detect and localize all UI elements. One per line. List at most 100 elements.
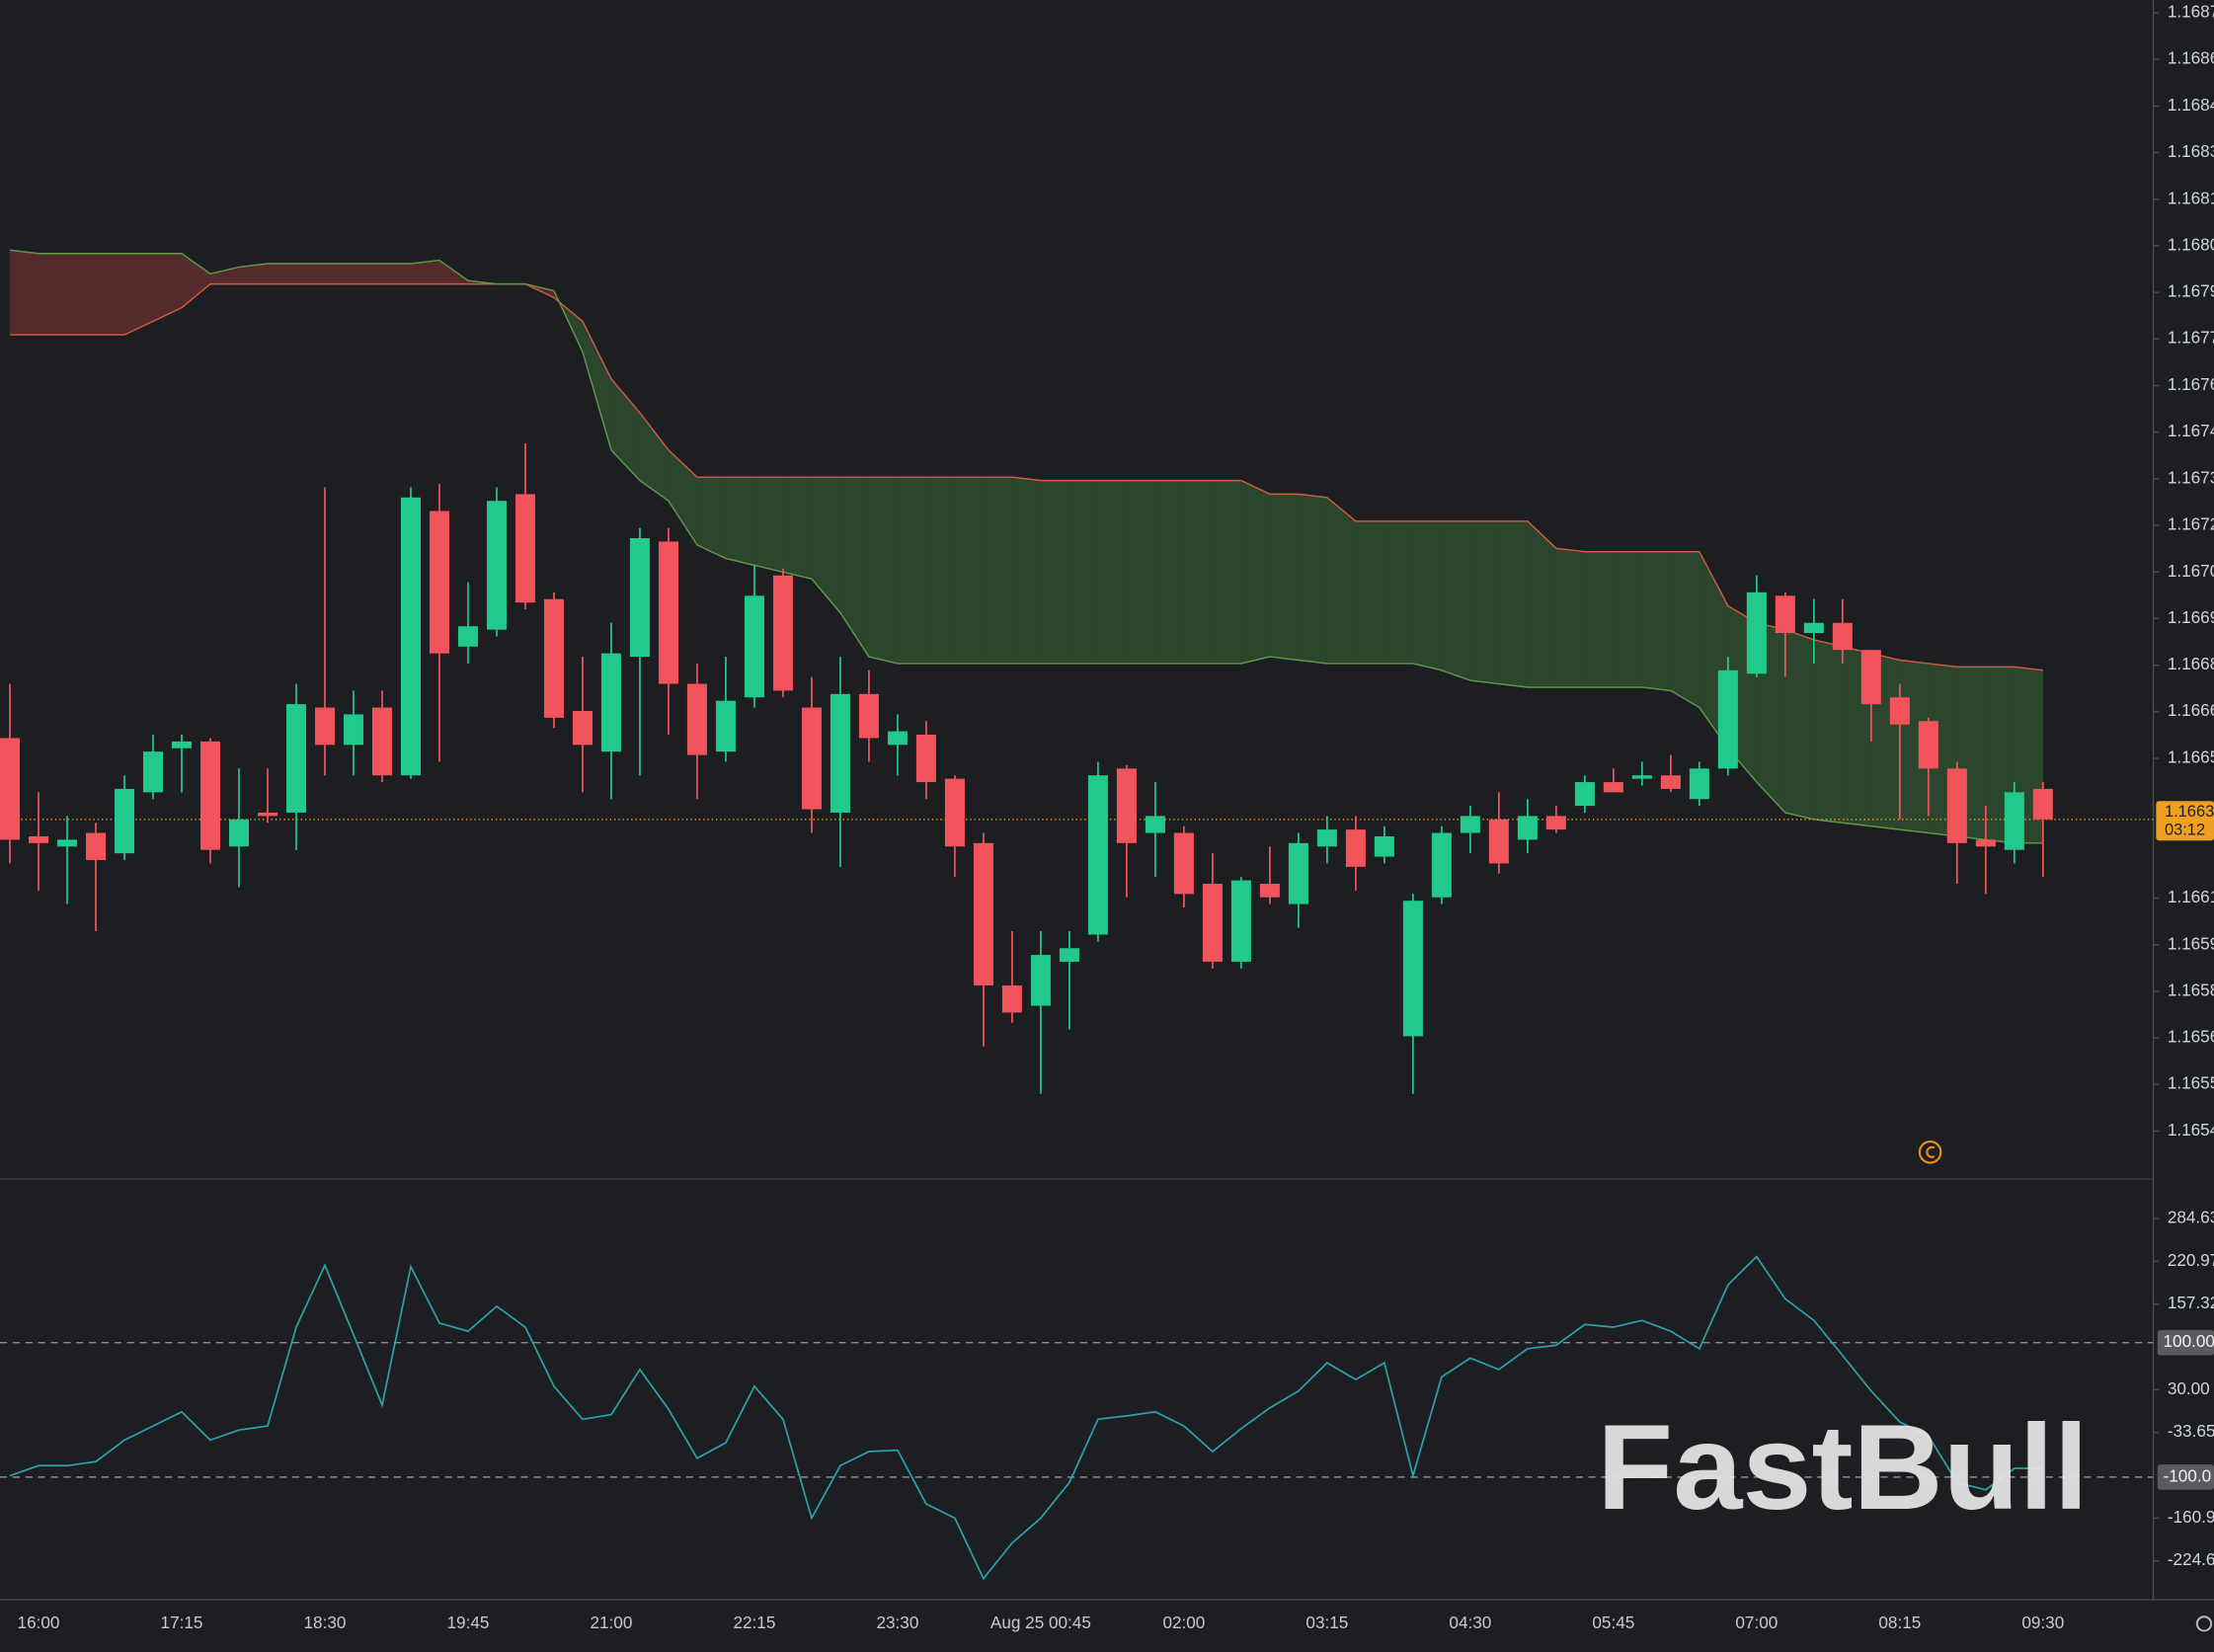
candle-body — [1488, 819, 1509, 864]
cloud-line — [10, 282, 2043, 671]
cloud-fill — [925, 477, 955, 664]
settings-icon[interactable] — [2195, 1615, 2213, 1632]
y-tick-label: 284.63 — [2168, 1208, 2214, 1227]
candle-body — [1631, 775, 1652, 779]
candle-body — [543, 598, 564, 718]
copyright-icon — [1918, 1140, 1942, 1164]
x-tick-label: 22:15 — [733, 1613, 775, 1632]
candle-body — [1918, 721, 1938, 769]
cloud-fill — [610, 378, 640, 481]
x-tick-label: 03:15 — [1305, 1613, 1348, 1632]
x-tick-label: 16:00 — [18, 1613, 60, 1632]
candle-body — [486, 501, 507, 630]
candle-body — [1116, 768, 1137, 843]
candle-body — [1001, 984, 1022, 1013]
candle-body — [801, 707, 822, 810]
cloud-fill — [267, 264, 296, 284]
cloud-fill — [1183, 480, 1213, 664]
y-tick-label: 1.1659 — [2168, 933, 2214, 953]
candle-body — [1717, 669, 1738, 769]
candle-body — [56, 839, 78, 847]
cloud-fill — [1040, 480, 1069, 664]
cloud-fill — [96, 253, 124, 336]
cloud-fill — [1154, 480, 1184, 664]
cloud-fill — [353, 264, 382, 284]
cloud-fill — [1068, 480, 1098, 664]
x-tick-label: 02:00 — [1162, 1613, 1205, 1632]
candle-body — [1545, 816, 1566, 830]
cloud-fill — [1355, 520, 1384, 664]
y-tick-label: -160.9 — [2168, 1507, 2214, 1527]
cloud-fill — [1555, 548, 1585, 687]
candle-body — [1832, 622, 1853, 651]
candle-body — [1345, 829, 1366, 867]
level-label: 100.00 — [2164, 1331, 2214, 1351]
candle-body — [429, 511, 449, 654]
candle-body — [1746, 591, 1767, 674]
candle-body — [1259, 884, 1280, 898]
candle-body — [1316, 829, 1337, 847]
cloud-fill — [1527, 520, 1556, 687]
candle-body — [715, 700, 736, 752]
cloud-fill — [582, 321, 611, 450]
level-box — [2157, 1329, 2214, 1356]
candle-body — [114, 788, 135, 854]
watermark: FastBull — [1597, 1400, 2089, 1535]
candle-body — [858, 693, 879, 739]
last-price-label: 1.1663 — [2165, 803, 2214, 821]
x-tick-label: 19:45 — [447, 1613, 490, 1632]
y-tick-label: 1.1684 — [2168, 95, 2214, 115]
candle-body — [1660, 775, 1681, 789]
y-tick-label: 1.1670 — [2168, 561, 2214, 581]
candle-body — [1173, 832, 1194, 895]
candle-body — [2032, 788, 2053, 820]
candle-body — [1603, 782, 1623, 793]
y-tick-label: 1.1666 — [2168, 700, 2214, 720]
cloud-fill — [1126, 480, 1155, 664]
cloud-fill — [696, 477, 726, 559]
candle-body — [457, 626, 478, 647]
candle-body — [514, 494, 535, 603]
candle-body — [1288, 842, 1308, 905]
cloud-fill — [1813, 639, 1843, 824]
cloud-fill — [1469, 520, 1499, 684]
x-tick-label: 07:00 — [1735, 1613, 1778, 1632]
cloud-line — [9, 249, 2043, 844]
cloud-fill — [1670, 551, 1700, 708]
cloud-fill — [181, 253, 210, 308]
cloud-fill — [868, 477, 898, 664]
candle-body — [1803, 622, 1824, 634]
cloud-fill — [1298, 494, 1327, 664]
cloud-fill — [811, 477, 840, 613]
cloud-fill — [1412, 520, 1442, 670]
candle-body — [1030, 955, 1051, 1006]
candle-body — [85, 832, 107, 860]
cloud-fill — [753, 477, 783, 573]
y-tick-label: 1.1669 — [2168, 607, 2214, 627]
cloud-fill — [954, 477, 984, 664]
candle-body — [744, 595, 764, 698]
candle-body — [1860, 650, 1881, 705]
candle-body — [830, 693, 850, 813]
candle-body — [1946, 768, 1967, 843]
candle-body — [199, 741, 220, 850]
candle-body — [1689, 768, 1709, 800]
candle-body — [371, 707, 392, 776]
candle-body — [285, 704, 306, 813]
cloud-fill — [209, 267, 239, 284]
candle-body — [228, 819, 249, 847]
level-box — [2157, 1463, 2214, 1490]
last-price-timer: 03:12 — [2165, 822, 2205, 839]
candle-body — [572, 710, 593, 746]
y-tick-label: 1.1672 — [2168, 513, 2214, 533]
x-tick-label: 05:45 — [1592, 1613, 1634, 1632]
candle-body — [142, 751, 164, 793]
y-tick-label: 1.1668 — [2168, 654, 2214, 673]
y-tick-label: 1.1687 — [2168, 2, 2214, 22]
candle-body — [400, 497, 421, 776]
cloud-fill — [1011, 477, 1041, 664]
cloud-fill — [238, 264, 268, 284]
cloud-fill — [1613, 551, 1642, 687]
